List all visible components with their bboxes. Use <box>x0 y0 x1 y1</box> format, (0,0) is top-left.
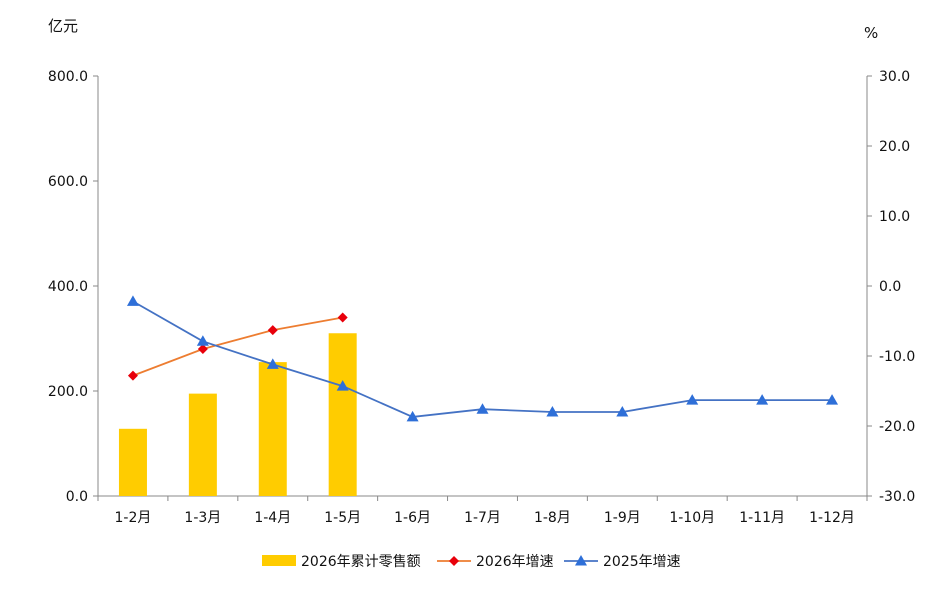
data-point-triangle <box>476 403 489 414</box>
x-tick-label: 1-5月 <box>324 510 361 526</box>
right-tick-label: 20.0 <box>879 139 910 155</box>
x-tick-label: 1-9月 <box>604 510 641 526</box>
data-point-triangle <box>196 335 209 346</box>
x-tick-label: 1-8月 <box>534 510 571 526</box>
data-point-diamond <box>127 370 138 381</box>
right-tick-label: -20.0 <box>879 419 915 435</box>
data-point-diamond <box>449 556 459 566</box>
data-point-triangle <box>756 394 769 405</box>
data-point-triangle <box>826 394 839 405</box>
left-tick-label: 400.0 <box>48 279 88 295</box>
data-point-triangle <box>575 555 587 566</box>
bar <box>118 428 147 496</box>
x-tick-label: 1-3月 <box>184 510 221 526</box>
data-point-triangle <box>266 358 279 369</box>
left-axis-unit: 亿元 <box>48 17 78 35</box>
bar <box>328 333 357 496</box>
bar <box>188 393 217 496</box>
x-tick-label: 1-12月 <box>809 510 855 526</box>
data-point-diamond <box>337 312 348 323</box>
right-tick-label: 0.0 <box>879 279 901 295</box>
x-tick-label: 1-7月 <box>464 510 501 526</box>
legend-label: 2026年增速 <box>476 554 554 570</box>
right-axis-unit: % <box>864 24 878 42</box>
data-point-triangle <box>406 410 419 422</box>
data-point-triangle <box>616 406 629 417</box>
series-line <box>132 316 343 377</box>
legend-label: 2026年累计零售额 <box>301 554 421 570</box>
legend-label: 2025年增速 <box>603 554 681 570</box>
legend-swatch-bar <box>262 555 296 566</box>
data-point-triangle <box>336 380 349 391</box>
right-tick-label: -30.0 <box>879 489 915 505</box>
left-tick-label: 800.0 <box>48 69 88 85</box>
data-point-diamond <box>197 344 208 354</box>
x-tick-label: 1-2月 <box>115 510 152 526</box>
data-point-diamond <box>267 325 278 336</box>
x-tick-label: 1-10月 <box>669 510 715 526</box>
right-tick-label: 30.0 <box>879 69 910 85</box>
right-tick-label: -10.0 <box>879 349 915 365</box>
data-point-triangle <box>686 394 699 405</box>
left-tick-label: 200.0 <box>48 384 88 400</box>
left-tick-label: 600.0 <box>48 174 88 190</box>
x-tick-label: 1-11月 <box>739 510 785 526</box>
x-tick-label: 1-6月 <box>394 510 431 526</box>
bar <box>258 362 287 496</box>
left-tick-label: 0.0 <box>66 489 88 505</box>
x-tick-label: 1-4月 <box>254 510 291 526</box>
data-point-triangle <box>546 406 559 417</box>
series-line <box>132 300 833 418</box>
right-tick-label: 10.0 <box>879 209 910 225</box>
data-point-triangle <box>126 295 139 306</box>
